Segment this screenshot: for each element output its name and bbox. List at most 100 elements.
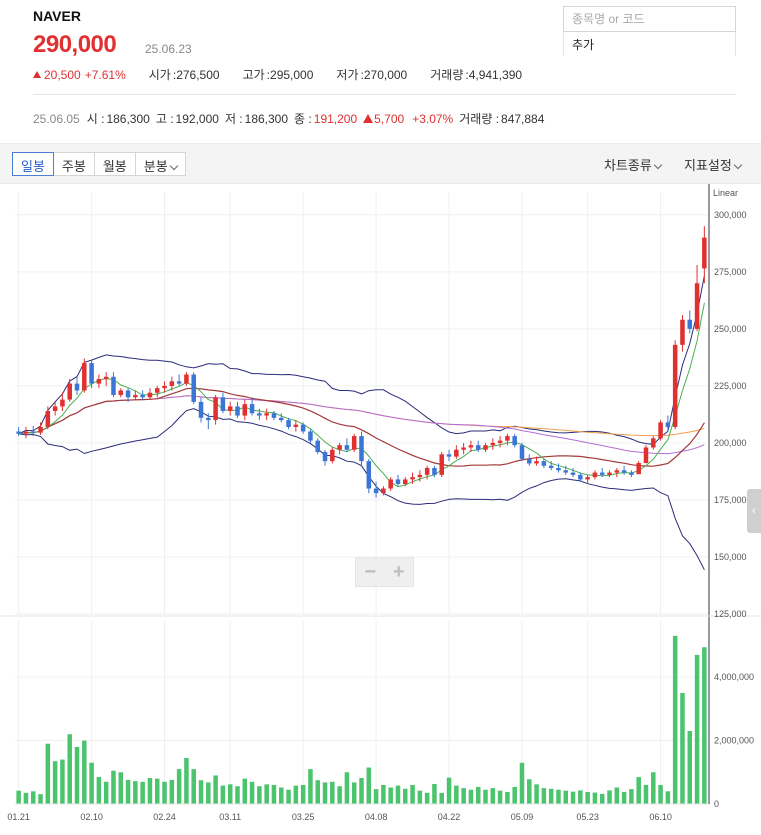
volume-bar bbox=[191, 769, 196, 804]
candle-body bbox=[103, 376, 109, 380]
volume-bar bbox=[570, 791, 576, 804]
chevron-left-icon: ‹ bbox=[752, 505, 756, 517]
tab-weekly[interactable]: 주봉 bbox=[52, 152, 95, 176]
candle bbox=[330, 447, 335, 464]
candle-body bbox=[403, 479, 408, 484]
date-tick-label: 02.10 bbox=[80, 812, 103, 822]
volume-bar bbox=[184, 758, 189, 804]
candle-body bbox=[497, 440, 503, 443]
candle bbox=[548, 461, 554, 471]
volume-bar bbox=[140, 781, 145, 804]
candle-body bbox=[527, 458, 532, 464]
candle-body bbox=[38, 426, 43, 433]
candle bbox=[702, 226, 707, 284]
candle-body bbox=[23, 431, 29, 434]
candle bbox=[293, 420, 299, 432]
candle-body bbox=[278, 417, 284, 421]
zoom-out-button[interactable]: − bbox=[364, 560, 377, 583]
candle bbox=[30, 425, 36, 437]
volume-bar bbox=[490, 788, 496, 804]
candle bbox=[651, 436, 656, 450]
volume-bar bbox=[227, 784, 233, 804]
candle-body bbox=[505, 436, 510, 441]
candle bbox=[45, 406, 51, 430]
volume-bar bbox=[38, 794, 43, 804]
price-tick-label: 225,000 bbox=[714, 381, 747, 391]
candle bbox=[395, 474, 401, 487]
candle-body bbox=[140, 395, 145, 398]
candle bbox=[381, 486, 386, 496]
volume-bar bbox=[694, 654, 700, 804]
volume-bar bbox=[176, 769, 182, 804]
zoom-in-button[interactable]: + bbox=[392, 560, 405, 583]
volume-bar bbox=[89, 762, 94, 804]
volume-bar bbox=[702, 647, 707, 804]
candle-body bbox=[308, 431, 313, 441]
price-tick-label: 150,000 bbox=[714, 552, 747, 562]
volume-bar bbox=[23, 792, 29, 804]
stock-search-input[interactable] bbox=[563, 6, 736, 32]
volume-bar bbox=[541, 788, 547, 804]
chart-grid bbox=[15, 192, 708, 805]
change-percent: +7.61% bbox=[84, 67, 126, 82]
chart-toolbar: 일봉 주봉 월봉 분봉 차트종류 지표설정 bbox=[0, 143, 761, 184]
volume-bar bbox=[242, 778, 248, 804]
volume-bar bbox=[651, 772, 656, 804]
candle bbox=[89, 360, 94, 389]
candle-body bbox=[206, 417, 211, 421]
volume-bar bbox=[512, 786, 517, 804]
candle-body bbox=[337, 445, 342, 450]
candle-body bbox=[592, 472, 598, 478]
candle-body bbox=[242, 404, 248, 416]
volume-bar bbox=[147, 777, 153, 804]
stock-chart[interactable]: Linear 300,000 275,000 250,000 225,000 200,00… bbox=[0, 184, 761, 835]
volume-bar bbox=[475, 786, 481, 804]
tab-monthly[interactable]: 월봉 bbox=[93, 152, 136, 176]
candle bbox=[257, 408, 262, 421]
candle bbox=[242, 399, 248, 421]
date-tick-label: 05.09 bbox=[511, 812, 534, 822]
chart-type-dropdown[interactable]: 차트종류 bbox=[604, 155, 663, 174]
candle bbox=[519, 442, 525, 462]
volume-bar bbox=[410, 784, 415, 804]
candle-body bbox=[395, 479, 401, 484]
candle-body bbox=[388, 479, 393, 489]
volume-bar bbox=[483, 789, 488, 804]
add-button[interactable]: 추가 bbox=[572, 38, 595, 52]
chart-axes: Linear 300,000 275,000 250,000 225,000 200,00… bbox=[0, 184, 761, 822]
candle-body bbox=[162, 385, 167, 389]
volume-bar bbox=[578, 790, 583, 804]
candle-body bbox=[702, 237, 707, 269]
candle bbox=[417, 470, 423, 482]
volume-bar bbox=[636, 777, 641, 804]
candle-body bbox=[271, 413, 277, 418]
candle bbox=[475, 440, 481, 453]
price-tick-label: 300,000 bbox=[714, 210, 747, 220]
candle-body bbox=[432, 468, 437, 475]
volume-bar bbox=[169, 779, 175, 804]
volume-bar bbox=[235, 786, 240, 804]
volume-bar bbox=[687, 731, 693, 804]
candle bbox=[505, 433, 510, 446]
price-tick-label: 200,000 bbox=[714, 438, 747, 448]
candle-body bbox=[30, 431, 36, 433]
side-panel-toggle[interactable]: ‹ bbox=[747, 489, 761, 533]
candle-body bbox=[176, 381, 182, 384]
volume-bar bbox=[74, 746, 80, 804]
tab-daily[interactable]: 일봉 bbox=[12, 152, 54, 176]
volume-bar bbox=[599, 793, 605, 804]
volume-bar bbox=[658, 784, 663, 804]
candle-body bbox=[665, 422, 671, 427]
candle-body bbox=[570, 472, 576, 475]
tab-minute[interactable]: 분봉 bbox=[134, 152, 186, 176]
indicator-settings-dropdown[interactable]: 지표설정 bbox=[684, 155, 743, 174]
chart-canvas[interactable]: Linear 300,000 275,000 250,000 225,000 200,00… bbox=[0, 184, 761, 835]
candle-body bbox=[658, 422, 663, 439]
candle bbox=[162, 381, 167, 393]
candle bbox=[264, 408, 269, 421]
candle-body bbox=[330, 449, 335, 462]
volume-bar bbox=[672, 635, 678, 804]
candle-body bbox=[381, 488, 386, 494]
candle-body bbox=[125, 390, 131, 398]
candle-body bbox=[16, 431, 21, 434]
